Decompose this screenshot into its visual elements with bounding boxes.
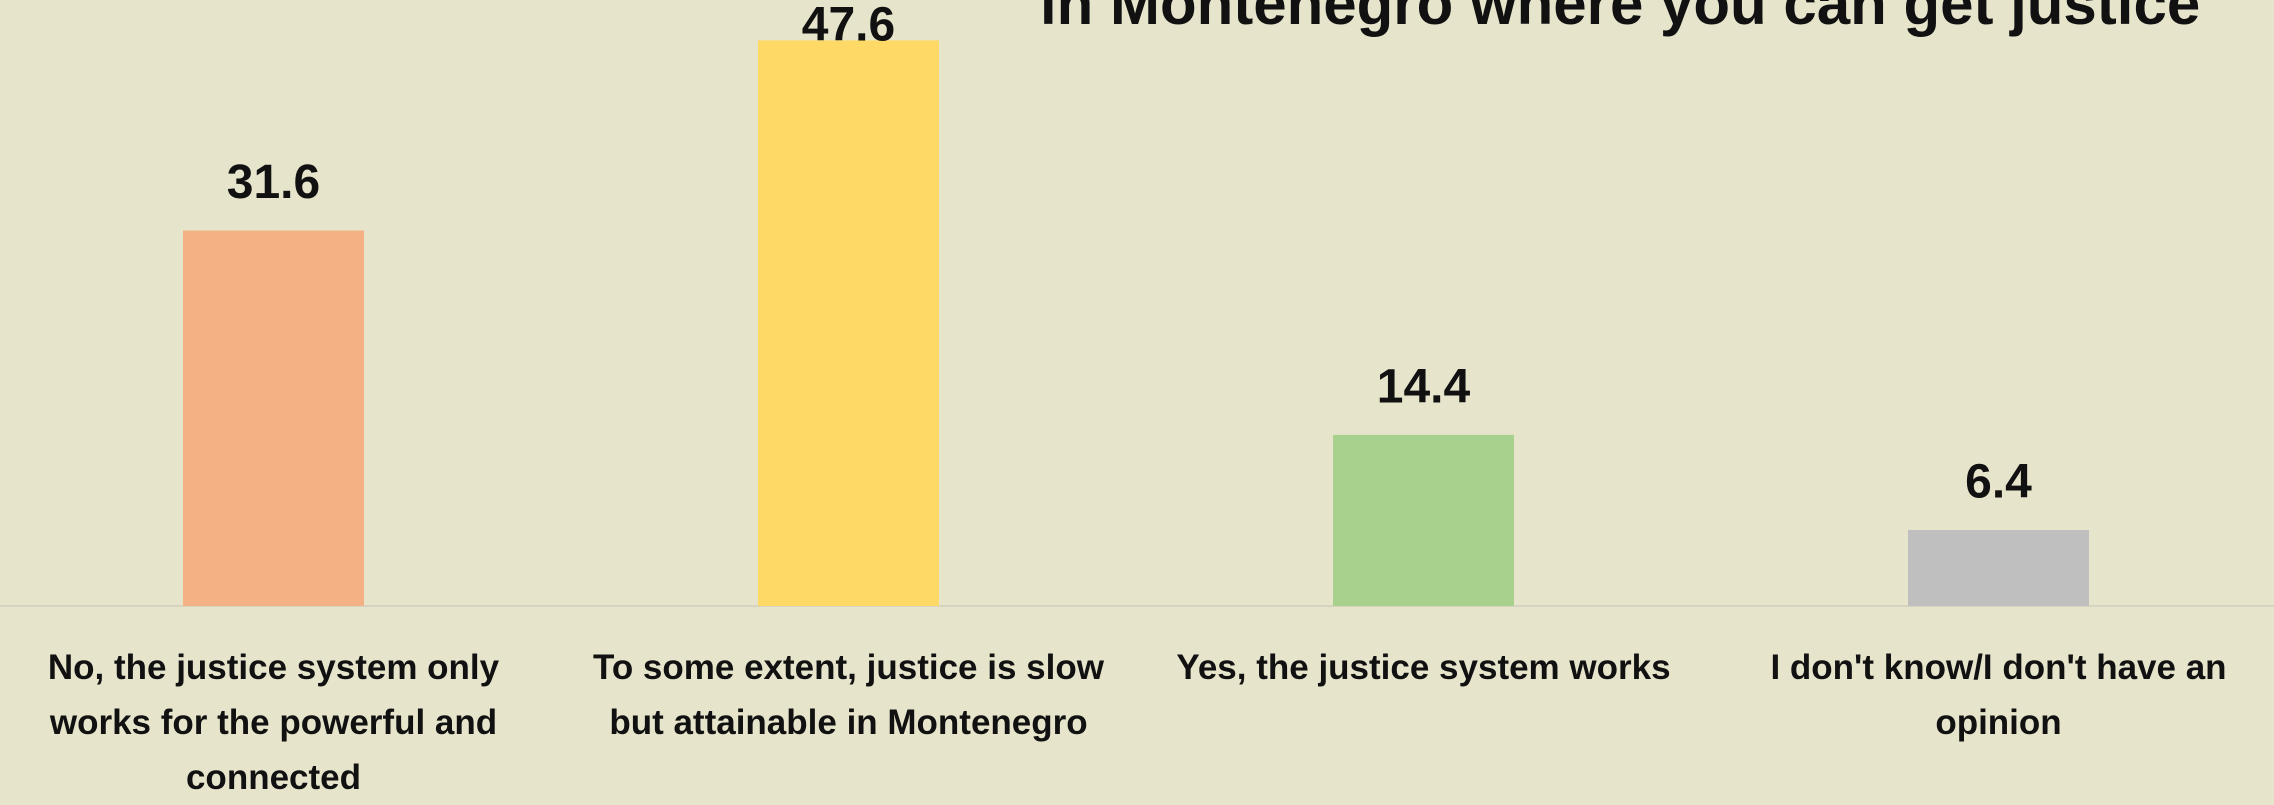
value-label: 31.6: [227, 156, 320, 209]
chart-title: in Montenegro where you can get justice: [1040, 0, 2200, 37]
value-label: 47.6: [802, 0, 895, 52]
bar: [183, 231, 364, 606]
bar: [1908, 530, 2089, 606]
x-tick-label: Yes, the justice system works: [1144, 640, 1704, 695]
value-label: 6.4: [1965, 456, 2032, 509]
x-tick-label: To some extent, justice is slow but atta…: [569, 640, 1129, 750]
x-tick-label: I don't know/I don't have an opinion: [1719, 640, 2274, 750]
value-label: 14.4: [1377, 361, 1471, 414]
x-tick-label: No, the justice system only works for th…: [0, 640, 554, 805]
bar: [1333, 435, 1514, 606]
bar: [758, 40, 939, 606]
